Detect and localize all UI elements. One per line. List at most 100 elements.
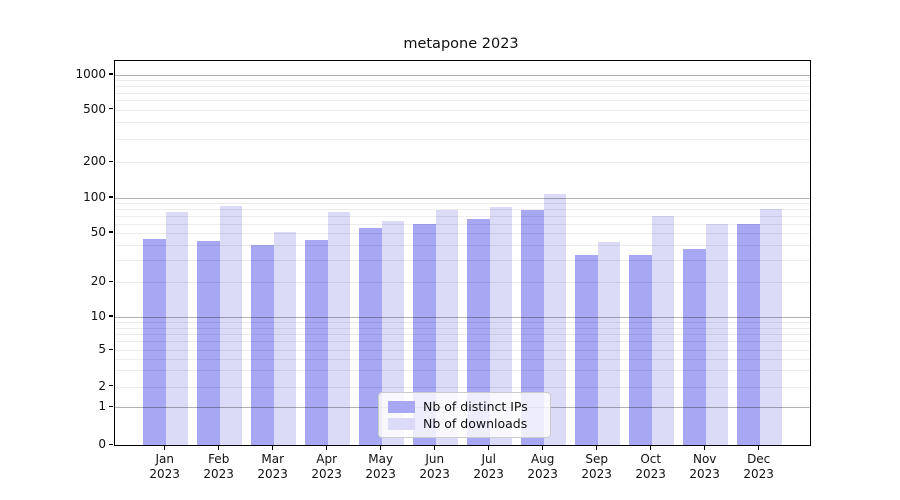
y-tick-label-5: 5: [98, 342, 106, 356]
gridline-90: [114, 203, 810, 205]
x-tick-mark-jul: [488, 445, 490, 450]
gridline-4: [114, 358, 810, 360]
gridline-6: [114, 341, 810, 343]
x-tick-mark-nov: [704, 445, 706, 450]
x-tick-label-jun: Jun 2023: [419, 452, 450, 481]
gridline-80: [114, 209, 810, 211]
x-tick-label-jul: Jul 2023: [473, 452, 504, 481]
bar-downloads-oct: [651, 215, 675, 445]
gridline-5: [114, 350, 810, 351]
x-tick-label-feb: Feb 2023: [203, 452, 234, 481]
y-tick-mark-5: [108, 348, 113, 350]
x-tick-label-oct: Oct 2023: [635, 452, 666, 481]
bar-downloads-nov: [705, 223, 729, 445]
y-tick-label-0: 0: [98, 437, 106, 451]
y-tick-label-100: 100: [83, 189, 106, 204]
legend-item-distinct-ips: Nb of distinct IPs: [388, 398, 541, 415]
y-tick-label-2: 2: [98, 378, 106, 393]
gridline-200: [114, 162, 810, 163]
x-tick-label-mar: Mar 2023: [257, 452, 288, 481]
y-tick-mark-500: [108, 108, 113, 110]
gridline-8: [114, 327, 810, 329]
gridline-2: [114, 386, 810, 388]
bar-distinct-ips-jun: [413, 223, 436, 445]
y-tick-mark-1000: [108, 73, 113, 75]
bar-distinct-ips-apr: [305, 239, 328, 445]
gridline-700: [114, 92, 810, 94]
y-tick-mark-200: [108, 160, 113, 162]
x-tick-mark-jan: [164, 445, 166, 450]
bar-distinct-ips-may: [359, 228, 382, 445]
bar-distinct-ips-jul: [467, 218, 490, 445]
bar-distinct-ips-nov: [683, 249, 706, 445]
x-tick-label-aug: Aug 2023: [527, 452, 558, 481]
plot-area: [113, 60, 811, 446]
y-tick-label-1: 1: [98, 399, 106, 413]
chart-title: metapone 2023: [403, 36, 519, 52]
gridline-600: [114, 100, 810, 102]
gridline-10: [114, 316, 810, 318]
bar-distinct-ips-sep: [575, 255, 598, 445]
legend-label-downloads: Nb of downloads: [423, 416, 528, 431]
y-tick-label-500: 500: [83, 101, 106, 116]
bar-downloads-sep: [597, 242, 621, 445]
bar-distinct-ips-aug: [521, 210, 544, 445]
gridline-100: [114, 197, 810, 199]
gridline-70: [114, 215, 810, 217]
y-tick-mark-20: [108, 280, 113, 282]
legend: Nb of distinct IPs Nb of downloads: [378, 392, 551, 438]
x-tick-mark-aug: [542, 445, 544, 450]
gridline-20: [114, 282, 810, 284]
x-tick-mark-jun: [434, 445, 436, 450]
bar-distinct-ips-dec: [737, 223, 760, 445]
x-tick-label-jan: Jan 2023: [149, 452, 180, 481]
x-tick-mark-sep: [596, 445, 598, 450]
x-tick-mark-apr: [326, 445, 328, 450]
y-tick-mark-100: [108, 196, 113, 198]
x-tick-mark-feb: [218, 445, 220, 450]
gridline-30: [114, 260, 810, 262]
bar-downloads-dec: [759, 209, 783, 445]
gridline-500: [114, 109, 810, 111]
bar-downloads-feb: [219, 206, 243, 445]
gridline-300: [114, 138, 810, 140]
y-tick-mark-0: [108, 443, 113, 445]
bar-downloads-jan: [165, 211, 189, 445]
gridline-60: [114, 223, 810, 225]
bar-downloads-mar: [273, 231, 297, 445]
x-tick-label-may: May 2023: [365, 452, 396, 481]
bar-distinct-ips-feb: [197, 241, 220, 445]
y-tick-mark-10: [108, 315, 113, 317]
x-tick-label-apr: Apr 2023: [311, 452, 342, 481]
x-tick-label-dec: Dec 2023: [743, 452, 774, 481]
gridline-900: [114, 80, 810, 82]
bar-downloads-jun: [435, 210, 459, 445]
y-tick-label-20: 20: [90, 274, 106, 289]
gridline-800: [114, 86, 810, 88]
x-tick-mark-may: [380, 445, 382, 450]
y-tick-label-200: 200: [83, 154, 106, 168]
legend-item-downloads: Nb of downloads: [388, 415, 541, 432]
x-tick-mark-oct: [650, 445, 652, 450]
bar-downloads-jul: [489, 206, 513, 445]
legend-swatch-downloads: [388, 417, 415, 430]
x-tick-mark-mar: [272, 445, 274, 450]
y-tick-label-1000: 1000: [75, 66, 106, 81]
y-tick-mark-50: [108, 231, 113, 233]
legend-label-distinct-ips: Nb of distinct IPs: [423, 399, 528, 414]
x-tick-label-nov: Nov 2023: [689, 452, 720, 481]
gridline-50: [114, 232, 810, 234]
y-tick-mark-2: [108, 385, 113, 387]
bar-distinct-ips-mar: [251, 244, 274, 445]
y-tick-label-50: 50: [90, 224, 106, 239]
gridline-9: [114, 321, 810, 323]
gridline-1000: [114, 74, 810, 76]
bar-distinct-ips-jan: [143, 238, 166, 445]
bar-distinct-ips-oct: [629, 255, 652, 445]
gridline-400: [114, 122, 810, 124]
bar-downloads-may: [381, 221, 405, 445]
legend-swatch-distinct-ips: [388, 400, 415, 413]
y-tick-mark-1: [108, 405, 113, 407]
x-tick-mark-dec: [758, 445, 760, 450]
